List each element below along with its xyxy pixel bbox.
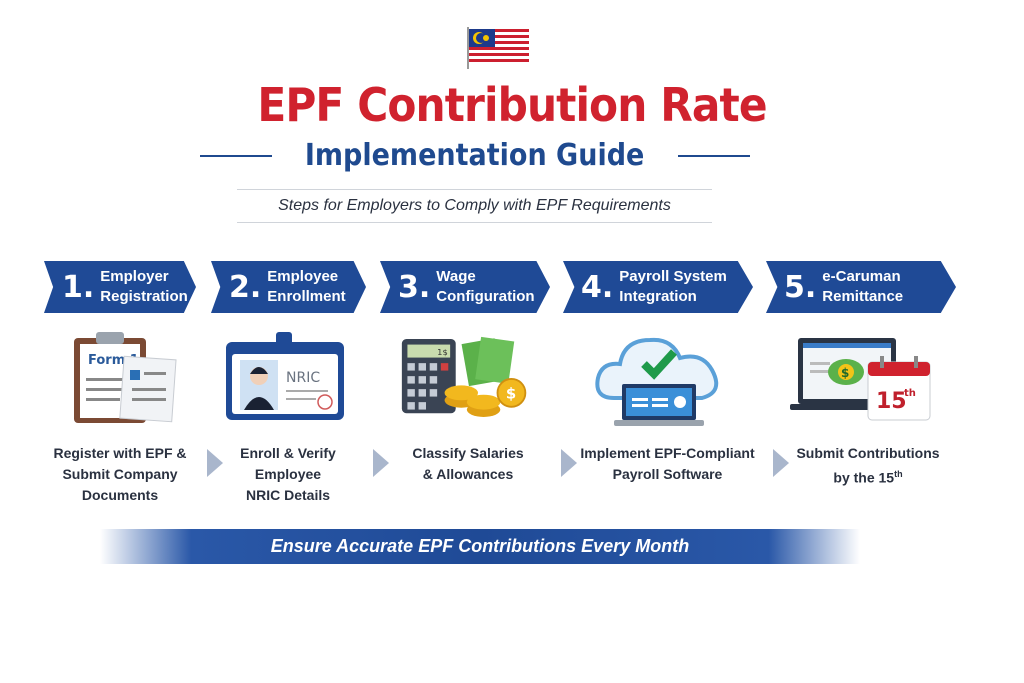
desc-line: & Allowances <box>422 466 514 482</box>
malaysia-flag-icon <box>467 27 529 69</box>
tagline: Steps for Employers to Comply with EPF R… <box>278 197 671 214</box>
svg-text:15: 15 <box>876 389 907 414</box>
desc-line: Submit Contributions <box>796 445 940 461</box>
step-number: 3. <box>398 269 431 305</box>
desc-line: Submit Company <box>62 466 178 482</box>
step-number: 5. <box>784 269 817 305</box>
desc-line: Enroll & Verify <box>240 445 336 461</box>
page-subtitle: Implementation Guide <box>305 138 645 173</box>
laptop-calendar-icon: $ 15 th <box>790 338 931 421</box>
step-2-description: Enroll & Verify Employee NRIC Details <box>213 443 363 506</box>
step-3-banner: 3. Wage Configuration <box>380 261 550 313</box>
desc-line: Documents <box>81 487 159 503</box>
step-4-banner: 4. Payroll System Integration <box>563 261 753 313</box>
subtitle-row: Implementation Guide <box>200 138 751 173</box>
divider-left <box>200 154 273 157</box>
desc-line: NRIC Details <box>245 487 331 503</box>
clipboard-form-icon: Form 1 <box>74 332 177 423</box>
step-5-banner: 5. e-Caruman Remittance <box>766 261 956 313</box>
step-title-line: Employee <box>267 268 339 285</box>
desc-superscript: th <box>894 469 903 479</box>
step-2-banner: 2. Employee Enrollment <box>211 261 366 313</box>
cloud-laptop-check-icon <box>595 337 719 426</box>
footer-banner: Ensure Accurate EPF Contributions Every … <box>100 529 860 564</box>
step-5-description: Submit Contributions by the 15th <box>788 443 948 489</box>
step-title-line: Registration <box>100 288 188 305</box>
step-1-description: Register with EPF & Submit Company Docum… <box>45 443 195 506</box>
desc-text: by the 15 <box>833 469 895 486</box>
step-number: 1. <box>62 269 95 305</box>
desc-line: Implement EPF-Compliant <box>580 445 755 461</box>
page-title: EPF Contribution Rate <box>257 78 767 132</box>
svg-text:1$: 1$ <box>437 347 448 357</box>
desc-line: Payroll Software <box>612 466 723 482</box>
calculator-money-icon: 1$ $ <box>401 336 527 417</box>
step-4-description: Implement EPF-Compliant Payroll Software <box>575 443 760 485</box>
step-1-banner: 1. Employer Registration <box>44 261 196 313</box>
step-3-description: Classify Salaries & Allowances <box>393 443 543 485</box>
arrow-right-icon <box>373 449 389 477</box>
tagline-box: Steps for Employers to Comply with EPF R… <box>237 189 712 223</box>
step-title-line: Enrollment <box>267 288 346 305</box>
step-title-line: Wage <box>436 268 476 285</box>
desc-line: Classify Salaries <box>412 445 524 461</box>
svg-text:$: $ <box>506 384 516 402</box>
svg-text:th: th <box>904 388 916 399</box>
arrow-right-icon <box>561 449 577 477</box>
id-card-icon: NRIC <box>226 332 344 420</box>
step-title-line: Remittance <box>822 288 904 305</box>
step-title-line: e-Caruman <box>822 268 901 285</box>
svg-text:$: $ <box>841 366 849 380</box>
step-title-line: Employer <box>100 268 169 285</box>
footer-text: Ensure Accurate EPF Contributions Every … <box>270 536 690 556</box>
arrow-right-icon <box>207 449 223 477</box>
divider-right <box>677 154 751 157</box>
desc-line: by the 15th <box>788 464 948 489</box>
step-title-line: Configuration <box>436 288 535 305</box>
step-number: 2. <box>229 269 262 305</box>
desc-line: Employee <box>254 466 322 482</box>
svg-text:NRIC: NRIC <box>286 370 320 386</box>
step-title-line: Payroll System <box>619 268 727 285</box>
step-title-line: Integration <box>619 288 697 305</box>
arrow-right-icon <box>773 449 789 477</box>
step-number: 4. <box>581 269 614 305</box>
desc-line: Register with EPF & <box>53 445 187 461</box>
